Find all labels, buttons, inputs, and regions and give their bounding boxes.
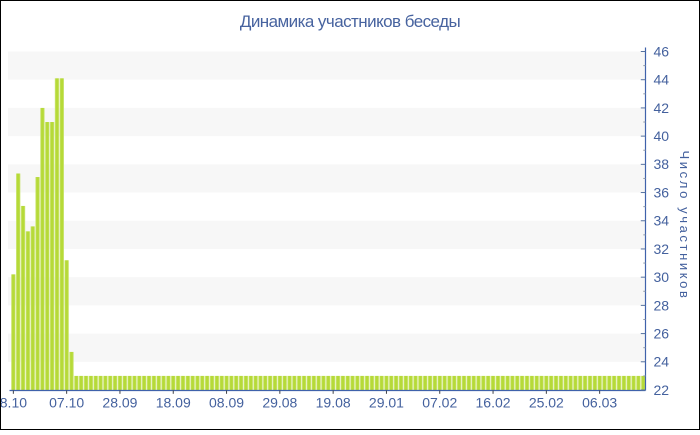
svg-text:46: 46 (654, 43, 670, 59)
svg-text:38: 38 (654, 156, 670, 172)
svg-text:07.02: 07.02 (422, 395, 457, 411)
svg-text:40: 40 (654, 128, 670, 144)
svg-text:16.02: 16.02 (476, 395, 511, 411)
svg-text:22: 22 (654, 382, 670, 398)
svg-text:32: 32 (654, 241, 670, 257)
svg-text:42: 42 (654, 100, 670, 116)
svg-text:34: 34 (654, 213, 670, 229)
svg-text:26: 26 (654, 325, 670, 341)
svg-text:29.08: 29.08 (262, 395, 297, 411)
svg-text:28.09: 28.09 (102, 395, 137, 411)
svg-text:36: 36 (654, 184, 670, 200)
svg-text:08.09: 08.09 (209, 395, 244, 411)
svg-text:28: 28 (654, 297, 670, 313)
svg-text:30: 30 (654, 269, 670, 285)
svg-text:18.10: 18.10 (0, 395, 27, 411)
svg-text:Динамика участников беседы: Динамика участников беседы (240, 12, 461, 31)
svg-text:25.02: 25.02 (529, 395, 564, 411)
svg-text:24: 24 (654, 354, 670, 370)
svg-text:29.01: 29.01 (369, 395, 404, 411)
svg-text:06.03: 06.03 (582, 395, 617, 411)
svg-text:Число участников: Число участников (677, 151, 692, 301)
svg-text:44: 44 (654, 72, 670, 88)
svg-text:18.09: 18.09 (156, 395, 191, 411)
svg-text:19.08: 19.08 (316, 395, 351, 411)
svg-text:07.10: 07.10 (49, 395, 84, 411)
